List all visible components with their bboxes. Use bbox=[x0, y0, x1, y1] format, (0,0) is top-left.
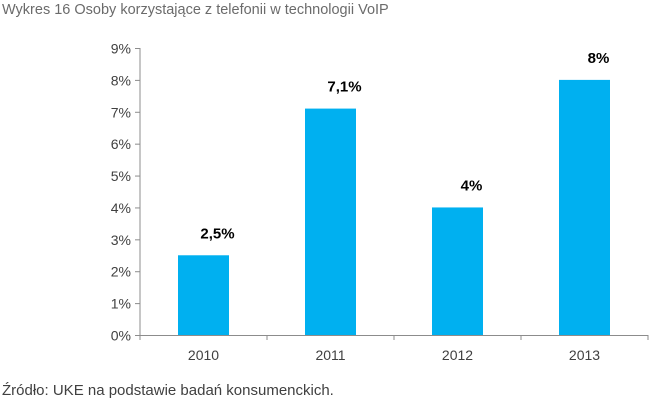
y-axis: 0% 1% 2% 3% 4% 5% 6% 7% 8% 9% bbox=[111, 41, 141, 344]
data-labels-group: 2,5% 7,1% 4% 8% bbox=[200, 50, 609, 242]
bar-2012 bbox=[432, 207, 483, 335]
y-tick-label: 8% bbox=[111, 72, 131, 88]
x-tick-label-2010: 2010 bbox=[188, 347, 219, 363]
bars-group bbox=[178, 79, 610, 335]
y-tick-label: 9% bbox=[111, 41, 131, 57]
y-tick-label: 3% bbox=[111, 232, 131, 248]
chart-source: Źródło: UKE na podstawie badań konsumenc… bbox=[2, 382, 334, 399]
data-label-2011: 7,1% bbox=[327, 79, 361, 96]
y-tick-label: 5% bbox=[111, 168, 131, 184]
data-label-2013: 8% bbox=[588, 50, 610, 67]
y-tick-label: 6% bbox=[111, 136, 131, 152]
x-tick-label-2012: 2012 bbox=[442, 347, 473, 363]
bar-2010 bbox=[178, 255, 229, 335]
y-tick-label: 4% bbox=[111, 200, 131, 216]
bar-2011 bbox=[305, 108, 356, 335]
x-tick-label-2011: 2011 bbox=[315, 347, 345, 363]
y-tick-label: 7% bbox=[111, 104, 131, 120]
chart-title: Wykres 16 Osoby korzystające z telefonii… bbox=[2, 2, 389, 18]
x-axis: 2010 2011 2012 2013 bbox=[139, 335, 649, 363]
data-label-2010: 2,5% bbox=[200, 225, 234, 242]
x-tick-label-2013: 2013 bbox=[569, 347, 600, 363]
bar-2013 bbox=[559, 79, 610, 335]
y-tick-label: 0% bbox=[111, 328, 131, 344]
data-label-2012: 4% bbox=[461, 177, 483, 194]
y-tick-label: 2% bbox=[111, 264, 131, 280]
y-tick-label: 1% bbox=[111, 296, 131, 312]
